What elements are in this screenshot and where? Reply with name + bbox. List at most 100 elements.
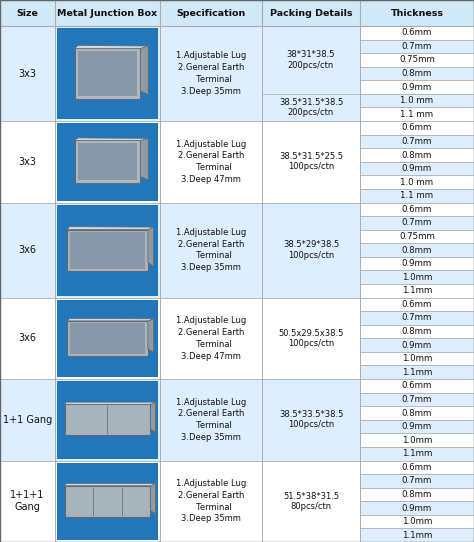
Bar bbox=[55, 121, 160, 203]
Bar bbox=[360, 270, 474, 284]
Text: Metal Junction Box: Metal Junction Box bbox=[57, 9, 157, 17]
Text: 0.7mm: 0.7mm bbox=[402, 218, 432, 228]
Text: 0.7mm: 0.7mm bbox=[402, 137, 432, 146]
Bar bbox=[360, 67, 474, 80]
Bar bbox=[78, 51, 137, 95]
Text: 1.Adjustable Lug
2.General Earth
  Terminal
3.Deep 35mm: 1.Adjustable Lug 2.General Earth Termina… bbox=[176, 479, 246, 524]
Text: 1.0mm: 1.0mm bbox=[402, 436, 432, 444]
Bar bbox=[360, 148, 474, 162]
Text: 1.0mm: 1.0mm bbox=[402, 273, 432, 282]
Bar bbox=[360, 243, 474, 257]
Bar bbox=[262, 379, 360, 461]
Text: 1.Adjustable Lug
2.General Earth
  Terminal
3.Deep 47mm: 1.Adjustable Lug 2.General Earth Termina… bbox=[176, 316, 246, 360]
Bar bbox=[360, 94, 474, 107]
Bar bbox=[0, 379, 55, 461]
Text: 1.0mm: 1.0mm bbox=[402, 354, 432, 363]
Bar bbox=[160, 461, 262, 542]
FancyBboxPatch shape bbox=[75, 140, 140, 183]
Bar bbox=[55, 298, 160, 379]
Text: 38.5*31.5*38.5
200pcs/ctn: 38.5*31.5*38.5 200pcs/ctn bbox=[279, 98, 343, 117]
Polygon shape bbox=[148, 319, 154, 352]
Bar bbox=[360, 338, 474, 352]
Polygon shape bbox=[150, 483, 155, 514]
Text: 0.8mm: 0.8mm bbox=[402, 490, 432, 499]
Bar bbox=[67, 321, 148, 356]
Bar bbox=[360, 216, 474, 230]
Bar bbox=[360, 325, 474, 338]
Bar bbox=[57, 204, 158, 295]
Bar bbox=[70, 323, 145, 354]
Bar bbox=[360, 352, 474, 365]
Text: Packing Details: Packing Details bbox=[270, 9, 352, 17]
Bar bbox=[360, 230, 474, 243]
Bar bbox=[262, 461, 360, 542]
Bar bbox=[64, 404, 150, 435]
Bar bbox=[360, 515, 474, 528]
Text: 0.7mm: 0.7mm bbox=[402, 42, 432, 51]
Bar bbox=[57, 123, 158, 201]
Text: 38.5*29*38.5
100pcs/ctn: 38.5*29*38.5 100pcs/ctn bbox=[283, 240, 339, 260]
Polygon shape bbox=[64, 483, 155, 486]
Text: 0.6mm: 0.6mm bbox=[402, 463, 432, 472]
Bar bbox=[360, 203, 474, 216]
Bar bbox=[262, 121, 360, 203]
Bar bbox=[0, 461, 55, 542]
Bar bbox=[57, 28, 158, 119]
Bar bbox=[360, 284, 474, 298]
Text: 0.7mm: 0.7mm bbox=[402, 476, 432, 486]
Bar bbox=[360, 134, 474, 148]
Text: 0.75mm: 0.75mm bbox=[399, 55, 435, 64]
Bar bbox=[360, 257, 474, 270]
Bar bbox=[160, 26, 262, 121]
Bar bbox=[160, 121, 262, 203]
Text: 1.0 mm: 1.0 mm bbox=[401, 178, 434, 186]
Bar bbox=[78, 144, 137, 180]
Text: 3x3: 3x3 bbox=[18, 157, 36, 167]
Text: 1.Adjustable Lug
2.General Earth
  Terminal
3.Deep 35mm: 1.Adjustable Lug 2.General Earth Termina… bbox=[176, 51, 246, 96]
Polygon shape bbox=[75, 46, 148, 48]
Text: 1.1mm: 1.1mm bbox=[402, 368, 432, 377]
Polygon shape bbox=[148, 227, 154, 267]
Bar bbox=[360, 447, 474, 461]
Text: 0.8mm: 0.8mm bbox=[402, 69, 432, 78]
Polygon shape bbox=[150, 402, 155, 432]
Text: 1.0 mm: 1.0 mm bbox=[401, 96, 434, 105]
Text: 1+1+1
Gang: 1+1+1 Gang bbox=[10, 491, 45, 512]
Text: 50.5x29.5x38.5
100pcs/ctn: 50.5x29.5x38.5 100pcs/ctn bbox=[278, 328, 344, 348]
Polygon shape bbox=[67, 319, 154, 321]
Text: 0.6mm: 0.6mm bbox=[402, 300, 432, 309]
Bar bbox=[360, 189, 474, 203]
Polygon shape bbox=[75, 138, 148, 140]
Bar bbox=[360, 162, 474, 176]
Text: 0.8mm: 0.8mm bbox=[402, 327, 432, 336]
Polygon shape bbox=[67, 227, 154, 230]
Bar bbox=[0, 298, 55, 379]
Bar bbox=[0, 26, 55, 121]
Bar bbox=[55, 26, 160, 121]
Text: 1.1mm: 1.1mm bbox=[402, 449, 432, 458]
Text: 1.1mm: 1.1mm bbox=[402, 531, 432, 540]
Bar bbox=[360, 461, 474, 474]
Bar bbox=[360, 379, 474, 392]
Text: 3x3: 3x3 bbox=[18, 68, 36, 79]
Bar bbox=[360, 298, 474, 311]
Bar bbox=[360, 311, 474, 325]
Text: 0.8mm: 0.8mm bbox=[402, 409, 432, 417]
Bar bbox=[0, 121, 55, 203]
Text: 0.9mm: 0.9mm bbox=[402, 164, 432, 173]
Bar bbox=[57, 300, 158, 377]
Text: 0.6mm: 0.6mm bbox=[402, 124, 432, 132]
Text: 51.5*38*31.5
80pcs/ctn: 51.5*38*31.5 80pcs/ctn bbox=[283, 492, 339, 511]
Bar bbox=[360, 176, 474, 189]
Bar bbox=[57, 381, 158, 459]
Text: 3x6: 3x6 bbox=[18, 333, 36, 343]
Bar bbox=[262, 379, 360, 461]
Text: 38.5*33.5*38.5
100pcs/ctn: 38.5*33.5*38.5 100pcs/ctn bbox=[279, 410, 343, 429]
Bar bbox=[160, 298, 262, 379]
Text: 0.6mm: 0.6mm bbox=[402, 205, 432, 214]
Bar bbox=[262, 203, 360, 298]
Bar bbox=[360, 26, 474, 40]
Text: 0.6mm: 0.6mm bbox=[402, 28, 432, 37]
Bar bbox=[55, 379, 160, 461]
Text: 0.9mm: 0.9mm bbox=[402, 82, 432, 92]
